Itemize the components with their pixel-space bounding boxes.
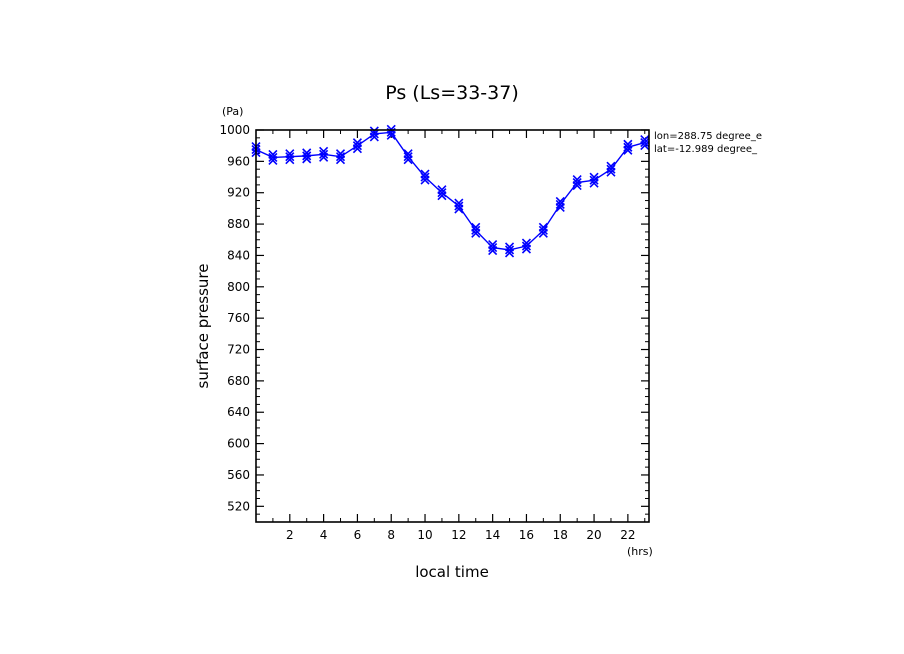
data-point xyxy=(437,185,447,201)
data-point xyxy=(623,139,633,155)
y-tick-label: 800 xyxy=(227,280,250,294)
data-point xyxy=(521,238,532,254)
y-tick-label: 1000 xyxy=(219,123,250,137)
data-point xyxy=(538,222,548,238)
x-tick-label: 8 xyxy=(387,528,395,542)
x-tick-label: 18 xyxy=(553,528,568,542)
y-tick-label: 640 xyxy=(227,405,250,419)
axis-tick-labels: 2 4 6 8 10 12 14 16 18 20 22 520 560 600 640 680 720 760 8… xyxy=(219,123,635,542)
x-tick-label: 10 xyxy=(417,528,432,542)
plot-frame xyxy=(255,129,650,523)
x-tick-label: 6 xyxy=(354,528,362,542)
data-point xyxy=(302,148,312,164)
data-point xyxy=(335,149,346,165)
axis-ticks xyxy=(256,129,649,522)
data-point xyxy=(471,222,481,238)
y-axis-label: surface pressure xyxy=(194,264,212,389)
data-point xyxy=(504,242,515,258)
data-point xyxy=(572,174,582,191)
y-tick-label: 920 xyxy=(227,186,250,200)
x-axis-unit: (hrs) xyxy=(627,545,653,558)
data-point xyxy=(589,172,599,188)
data-point xyxy=(488,240,498,256)
x-tick-label: 20 xyxy=(586,528,601,542)
y-tick-label: 520 xyxy=(227,499,250,513)
data-point xyxy=(420,169,430,185)
x-tick-label: 14 xyxy=(485,528,500,542)
data-point xyxy=(369,126,379,142)
x-axis-label: local time xyxy=(415,563,489,581)
data-point xyxy=(403,149,413,165)
data-point xyxy=(640,134,650,151)
annotation-lon: lon=288.75 degree_e xyxy=(654,131,762,142)
x-tick-label: 2 xyxy=(286,528,294,542)
x-tick-label: 12 xyxy=(451,528,466,542)
data-point xyxy=(268,149,278,166)
data-point xyxy=(555,196,565,213)
y-tick-label: 560 xyxy=(227,468,250,482)
data-point xyxy=(319,146,329,162)
data-point xyxy=(285,149,295,165)
y-tick-label: 880 xyxy=(227,217,250,231)
data-point xyxy=(606,161,616,177)
y-axis-unit: (Pa) xyxy=(222,105,243,118)
y-tick-label: 720 xyxy=(227,343,250,357)
chart-title: Ps (Ls=33-37) xyxy=(385,82,519,104)
y-tick-label: 600 xyxy=(227,437,250,451)
series-line xyxy=(255,131,645,251)
x-tick-label: 22 xyxy=(620,528,635,542)
y-tick-label: 680 xyxy=(227,374,250,388)
data-point xyxy=(454,198,464,214)
y-tick-label: 840 xyxy=(227,248,250,262)
y-tick-label: 760 xyxy=(227,311,250,325)
y-tick-label: 960 xyxy=(227,154,250,168)
x-tick-label: 16 xyxy=(519,528,534,542)
x-tick-label: 4 xyxy=(320,528,328,542)
data-point xyxy=(352,138,362,154)
series-layer xyxy=(251,124,650,258)
annotation-lat: lat=-12.989 degree_ xyxy=(654,144,758,155)
